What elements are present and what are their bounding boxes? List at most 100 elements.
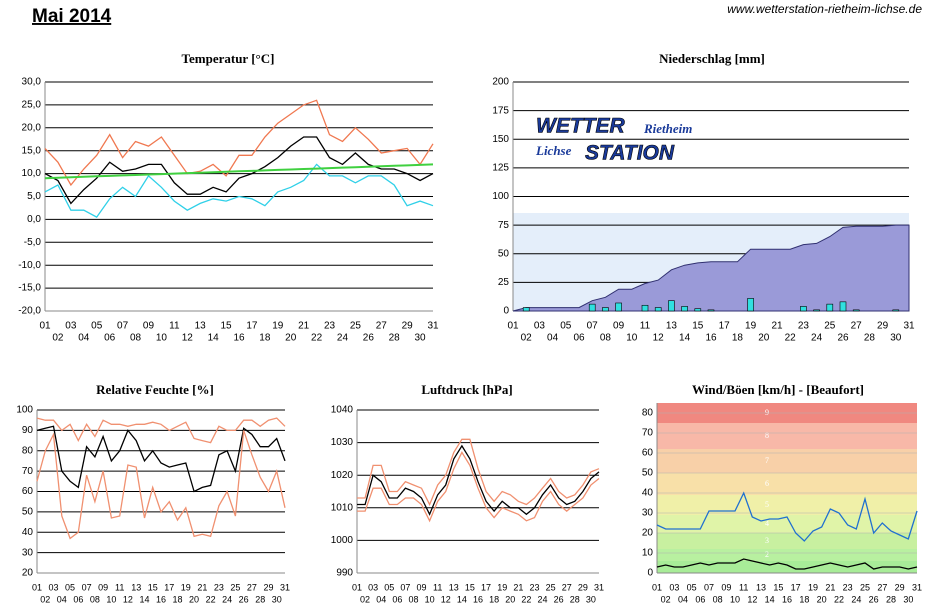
x-tick-label: 25 xyxy=(860,582,870,592)
y-tick-label: -5,0 xyxy=(24,237,42,248)
y-tick-label: -20,0 xyxy=(18,306,41,317)
x-tick-label: 20 xyxy=(189,594,199,604)
x-tick-label: 04 xyxy=(547,333,559,344)
x-tick-label: 07 xyxy=(704,582,714,592)
x-tick-label: 31 xyxy=(594,582,604,592)
x-tick-label: 04 xyxy=(678,594,688,604)
x-tick-label: 23 xyxy=(843,582,853,592)
bar xyxy=(615,302,622,312)
x-tick-label: 18 xyxy=(259,333,271,344)
x-tick-label: 22 xyxy=(785,333,797,344)
x-tick-label: 07 xyxy=(587,321,599,332)
y-tick-label: 990 xyxy=(336,568,353,579)
y-tick-label: -10,0 xyxy=(18,260,41,271)
x-tick-label: 11 xyxy=(433,582,442,592)
x-tick-label: 27 xyxy=(247,582,257,592)
x-tick-label: 14 xyxy=(679,333,691,344)
x-tick-label: 03 xyxy=(65,321,77,332)
x-tick-label: 20 xyxy=(817,594,827,604)
x-tick-label: 16 xyxy=(156,594,166,604)
x-tick-label: 05 xyxy=(384,582,394,592)
beaufort-label: 6 xyxy=(765,479,769,488)
x-tick-label: 15 xyxy=(692,321,704,332)
logo-text: Rietheim xyxy=(643,121,692,136)
x-tick-label: 23 xyxy=(324,321,336,332)
x-tick-label: 13 xyxy=(131,582,141,592)
x-tick-label: 19 xyxy=(745,321,757,332)
beaufort-label: 9 xyxy=(765,408,769,417)
y-tick-label: 70 xyxy=(22,466,34,477)
x-tick-label: 14 xyxy=(765,594,775,604)
bar xyxy=(522,307,530,312)
x-tick-label: 30 xyxy=(903,594,913,604)
series-line xyxy=(357,444,600,516)
series-line xyxy=(656,491,918,542)
y-tick-label: 10,0 xyxy=(22,168,42,179)
x-tick-label: 15 xyxy=(221,321,233,332)
beaufort-band xyxy=(657,473,917,495)
x-tick-label: 17 xyxy=(481,582,491,592)
x-tick-label: 16 xyxy=(782,594,792,604)
x-tick-label: 21 xyxy=(825,582,835,592)
y-tick-label: 30,0 xyxy=(22,77,42,88)
x-tick-label: 10 xyxy=(730,594,740,604)
x-tick-label: 25 xyxy=(546,582,556,592)
x-tick-label: 06 xyxy=(392,594,402,604)
y-tick-label: 1020 xyxy=(331,470,354,481)
beaufort-band xyxy=(657,423,917,449)
x-tick-label: 09 xyxy=(98,582,108,592)
x-tick-label: 21 xyxy=(513,582,523,592)
x-tick-label: 16 xyxy=(233,333,245,344)
x-tick-label: 22 xyxy=(521,594,531,604)
x-tick-label: 30 xyxy=(415,333,427,344)
x-tick-label: 09 xyxy=(417,582,427,592)
x-tick-label: 18 xyxy=(489,594,499,604)
beaufort-label: 7 xyxy=(765,456,769,465)
x-tick-label: 01 xyxy=(507,321,519,332)
x-tick-label: 11 xyxy=(169,321,180,332)
beaufort-label: 2 xyxy=(765,550,769,559)
y-tick-label: 175 xyxy=(492,105,509,116)
x-tick-label: 31 xyxy=(280,582,290,592)
bar xyxy=(747,298,754,312)
x-tick-label: 07 xyxy=(82,582,92,592)
x-tick-label: 15 xyxy=(148,582,158,592)
site-url: www.wetterstation-rietheim-lichse.de xyxy=(727,2,922,16)
x-tick-label: 02 xyxy=(360,594,370,604)
chart-title: Wind/Böen [km/h] - [Beaufort] xyxy=(692,382,864,397)
x-tick-label: 10 xyxy=(626,333,638,344)
x-tick-label: 10 xyxy=(156,333,168,344)
x-tick-label: 11 xyxy=(640,321,651,332)
x-tick-label: 31 xyxy=(427,321,439,332)
x-tick-label: 25 xyxy=(230,582,240,592)
x-tick-label: 13 xyxy=(449,582,459,592)
x-tick-label: 05 xyxy=(91,321,103,332)
x-tick-label: 29 xyxy=(877,321,889,332)
x-tick-label: 18 xyxy=(732,333,744,344)
chart-title: Luftdruck [hPa] xyxy=(421,382,512,397)
beaufort-band xyxy=(657,533,917,549)
x-tick-label: 14 xyxy=(208,333,220,344)
y-tick-label: 0,0 xyxy=(27,214,41,225)
series-line xyxy=(36,430,286,540)
x-tick-label: 13 xyxy=(756,582,766,592)
y-tick-label: 1040 xyxy=(331,405,354,416)
y-tick-label: 50 xyxy=(22,507,34,518)
y-tick-label: 90 xyxy=(22,425,34,436)
x-tick-label: 12 xyxy=(123,594,133,604)
x-tick-label: 04 xyxy=(78,333,90,344)
x-tick-label: 07 xyxy=(117,321,129,332)
x-tick-label: 28 xyxy=(864,333,876,344)
y-tick-label: 25 xyxy=(498,277,510,288)
x-tick-label: 26 xyxy=(837,333,849,344)
x-tick-label: 03 xyxy=(669,582,679,592)
y-tick-label: 60 xyxy=(642,448,654,459)
x-tick-label: 12 xyxy=(182,333,194,344)
series-line xyxy=(44,99,434,187)
y-tick-label: 1010 xyxy=(331,502,354,513)
bar xyxy=(641,304,649,312)
x-tick-label: 19 xyxy=(497,582,507,592)
series-line xyxy=(36,417,286,444)
x-tick-label: 05 xyxy=(687,582,697,592)
